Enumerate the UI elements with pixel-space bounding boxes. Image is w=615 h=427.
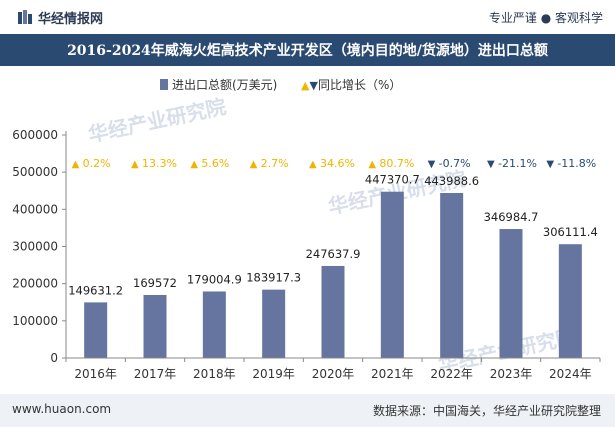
- chart-legend: 进出口总额(万美元) ▲▼同比增长（%）: [160, 76, 401, 93]
- x-tick-label: 2016年: [74, 367, 117, 381]
- growth-up-triangle-icon: ▲: [309, 159, 317, 170]
- title-bar: 2016-2024年威海火炬高技术产业开发区（境内目的地/货源地）进出口总额: [0, 34, 615, 66]
- x-tick-label: 2019年: [252, 367, 295, 381]
- footer-url: www.huaon.com: [12, 402, 112, 416]
- tagline: 专业严谨 ● 客观科学: [488, 11, 603, 25]
- y-tick-label: 600000: [12, 128, 58, 142]
- bar: [440, 192, 464, 358]
- bar-value-label: 306111.4: [543, 225, 598, 239]
- legend-bar-label: 进出口总额(万美元): [172, 78, 278, 92]
- bars: 149631.2 169572 179004.9 183917.3 247637.9 44…: [68, 173, 598, 358]
- top-bar: 华经情报网 专业严谨 ● 客观科学: [0, 0, 615, 34]
- bar: [499, 229, 523, 358]
- huajing-logo-icon: [18, 10, 32, 24]
- growth-up-triangle-icon: ▲: [368, 159, 376, 170]
- x-axis: 2016年 2017年 2018年 2019年 2020年 2021年 2022年 2023年…: [65, 357, 601, 381]
- growth-up-triangle-icon: ▲: [250, 159, 258, 170]
- growth-label: 0.2%: [83, 157, 111, 170]
- growth-down-triangle-icon: ▼: [428, 159, 436, 170]
- bar: [380, 191, 404, 358]
- footer: www.huaon.com 数据来源：中国海关，华经产业研究院整理: [0, 394, 615, 427]
- bar: [321, 265, 345, 358]
- watermark-text: 华经产业研究院: [86, 94, 228, 147]
- legend-bar-swatch-icon: [160, 79, 168, 90]
- bar-value-label: 247637.9: [306, 247, 361, 261]
- growth-label: 80.7%: [379, 157, 414, 170]
- bar: [84, 302, 108, 358]
- x-tick-label: 2017年: [134, 367, 177, 381]
- bar-value-label: 443988.6: [424, 174, 479, 188]
- growth-down-triangle-icon: ▼: [546, 159, 554, 170]
- bar: [202, 291, 226, 358]
- y-tick-label: 100000: [12, 314, 58, 328]
- bar: [558, 244, 582, 358]
- growth-label: 34.6%: [320, 157, 355, 170]
- chart-plot: 华经产业研究院华经产业研究院华经产业研究院 010000020000030000…: [12, 94, 601, 381]
- bar-value-label: 447370.7: [365, 173, 420, 187]
- growth-up-triangle-icon: ▲: [131, 159, 139, 170]
- bar-value-label: 169572: [133, 276, 177, 290]
- bar: [143, 294, 167, 358]
- bar-value-label: 179004.9: [187, 272, 242, 286]
- x-tick-label: 2020年: [312, 367, 355, 381]
- x-tick-label: 2021年: [371, 367, 414, 381]
- growth-label: -21.1%: [498, 157, 537, 170]
- growth-labels: ▲ 0.2% ▲ 13.3% ▲ 5.6% ▲ 2.7% ▲ 34.6% ▲ 80.7% ▼ -0.7% ▼…: [72, 157, 597, 170]
- growth-label: 13.3%: [142, 157, 177, 170]
- legend-up-triangle-icon: ▲: [301, 79, 310, 92]
- site-name: 华经情报网: [38, 12, 104, 27]
- legend-growth-label: 同比增长（%）: [317, 78, 402, 92]
- growth-label: 5.6%: [201, 157, 229, 170]
- legend-down-triangle-icon: ▼: [309, 79, 318, 92]
- y-tick-label: 300000: [12, 240, 58, 254]
- y-tick-label: 200000: [12, 277, 58, 291]
- growth-label: 2.7%: [261, 157, 289, 170]
- growth-up-triangle-icon: ▲: [190, 159, 198, 170]
- bar-value-label: 149631.2: [68, 283, 123, 297]
- chart-title: 2016-2024年威海火炬高技术产业开发区（境内目的地/货源地）进出口总额: [67, 43, 548, 59]
- growth-down-triangle-icon: ▼: [487, 159, 495, 170]
- x-tick-label: 2024年: [549, 367, 592, 381]
- bar-value-label: 183917.3: [246, 271, 301, 285]
- y-tick-label: 500000: [12, 165, 58, 179]
- y-tick-label: 0: [50, 351, 58, 365]
- y-axis: 0 100000 200000 300000 400000 500000 600000: [12, 128, 67, 365]
- bar: [262, 289, 286, 358]
- x-tick-label: 2022年: [430, 367, 473, 381]
- growth-label: -0.7%: [439, 157, 471, 170]
- y-tick-label: 400000: [12, 202, 58, 216]
- bar-value-label: 346984.7: [484, 210, 539, 224]
- growth-label: -11.8%: [557, 157, 596, 170]
- x-tick-label: 2023年: [490, 367, 533, 381]
- growth-up-triangle-icon: ▲: [72, 159, 80, 170]
- x-tick-label: 2018年: [193, 367, 236, 381]
- footer-source: 数据来源：中国海关，华经产业研究院整理: [372, 404, 601, 418]
